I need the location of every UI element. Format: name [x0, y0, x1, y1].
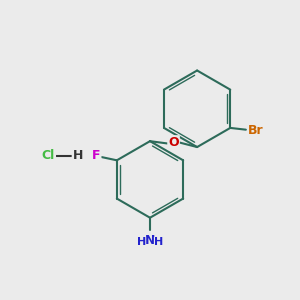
Text: N: N [145, 234, 155, 247]
Text: Br: Br [248, 124, 264, 137]
Text: Cl: Cl [42, 149, 55, 162]
Text: F: F [92, 149, 100, 162]
Text: O: O [168, 136, 179, 149]
Text: H: H [154, 237, 164, 247]
Text: H: H [136, 237, 146, 247]
Text: H: H [73, 149, 83, 162]
